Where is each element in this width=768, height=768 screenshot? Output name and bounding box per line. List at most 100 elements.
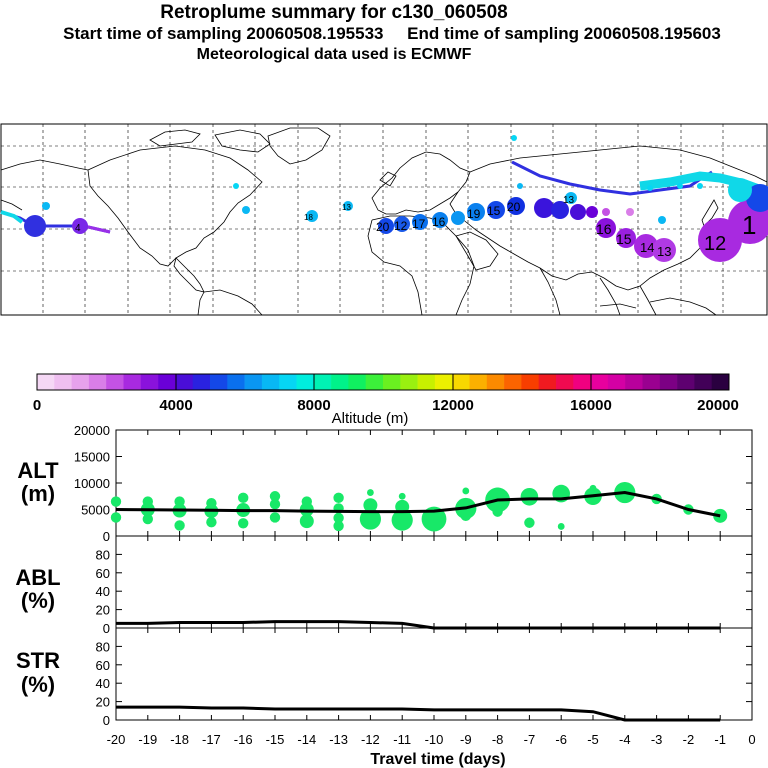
colorbar-swatch [123,374,142,390]
x-tick-label: -20 [107,732,126,747]
y-tick-label: 60 [96,566,110,581]
panel-str: 0 20 40 60 80 [96,627,753,728]
x-tick-label: -11 [393,732,411,747]
plume-marker [697,183,703,189]
plume-marker [432,212,448,228]
y-tick-label: 0 [103,713,110,728]
plume-bubble [333,520,344,532]
x-tick-label: -8 [492,732,504,747]
abl-label: ABL [15,565,60,590]
colorbar-tick: 4000 [159,397,192,414]
colorbar-swatch [158,374,176,390]
plume-bubble [621,482,629,490]
map-label: 12 [704,233,726,255]
plume-marker [728,178,752,202]
panel-frame [115,627,753,721]
x-tick-label: 0 [748,732,755,747]
x-axis-tick-labels: -20 -19 -18 -17 -16 -15 -14 -13 -12 -11 -10 -9 -8 -7-… [107,732,756,747]
plume-marker [652,238,676,262]
plume-bubble [238,518,249,529]
plume-marker [72,218,88,234]
plume-marker [306,210,318,222]
plume-marker [451,211,465,225]
x-axis-label: Travel time (days) [370,751,505,768]
plume-bubble [269,512,281,523]
colorbar-swatch [313,374,332,390]
time-series-panels: 0 5000 10000 15000 20000 0 20 40 60 80 0 20 40 60 80 [74,423,753,728]
plume-marker [343,201,353,211]
y-tick-label: 0 [103,529,110,544]
altitude-colorbar [36,373,730,391]
x-tick-label: -4 [619,732,631,747]
plume-marker [616,228,636,248]
plume-marker [565,192,577,204]
plume-bubble [421,506,447,532]
plume-bubble [142,513,153,525]
colorbar-swatch [504,374,522,390]
colorbar-swatch [106,374,124,390]
colorbar-swatch [88,374,107,390]
colorbar-swatch [71,374,90,390]
plume-bubble [333,512,344,524]
plume-bubble [367,489,374,496]
plume-bubble [589,484,597,492]
colorbar-swatch [521,374,539,390]
colorbar-swatch [711,374,730,390]
plume-marker [511,135,517,141]
colorbar-swatch [607,374,626,390]
x-tick-label: -17 [202,732,221,747]
x-tick-label: -14 [297,732,316,747]
str-label: STR [16,648,60,673]
y-tick-label: 60 [96,658,110,673]
plume-marker [586,206,598,218]
abl-line [116,620,721,630]
colorbar-swatch [590,374,609,390]
map-label: 20 [376,220,390,234]
colorbar-swatch [192,374,211,390]
colorbar-swatch [625,374,643,390]
colorbar-swatch [227,374,245,390]
colorbar-swatch [434,374,453,390]
plume-bubble [391,509,413,531]
plume-bubble [557,523,565,530]
colorbar-swatch [486,374,505,390]
x-tick-label: -5 [587,732,599,747]
colorbar-tick-labels: 0 4000 8000 12000 16000 20000 [33,397,739,414]
plume-marker [467,203,485,221]
colorbar-tick: 20000 [697,397,739,414]
colorbar-swatch [573,374,591,390]
plume-marker [242,206,250,214]
plume-bubble [520,487,539,506]
colorbar-swatch [659,374,678,390]
panel-labels: ALT (m) ABL (%) STR (%) [15,458,60,697]
colorbar-swatch [469,374,488,390]
map-label: 15 [616,231,632,247]
plume-bubble [359,508,381,530]
colorbar-swatch [279,374,297,390]
map-label: 17 [412,217,426,231]
x-tick-label: -6 [555,732,567,747]
colorbar-swatch [677,374,695,390]
plume-marker [602,208,610,216]
colorbar-tick: 8000 [297,397,330,414]
plume-marker [412,214,428,230]
plume-bubble [333,492,344,504]
x-tick-label: -18 [170,732,189,747]
colorbar-swatch [452,374,470,390]
map-label: 16 [596,221,612,237]
y-tick-label: 5000 [81,503,110,518]
plume-labels: 20 12 17 16 19 15 20 13 16 15 14 13 12 1… [75,195,756,259]
plume-marker [378,218,394,234]
plume-trajectory: 20 12 17 16 19 15 20 13 16 15 14 13 12 1… [0,135,768,262]
x-tick-label: -12 [361,732,380,747]
plume-bubble [492,506,503,517]
plume-marker [394,216,410,232]
plume-markers [24,135,768,262]
colorbar-swatch [365,374,384,390]
plume-marker [233,183,239,189]
map-label: 13 [657,244,671,259]
colorbar-swatch [140,374,159,390]
str-line [116,705,721,722]
plume-marker [634,234,658,258]
colorbar-swatch [175,374,193,390]
